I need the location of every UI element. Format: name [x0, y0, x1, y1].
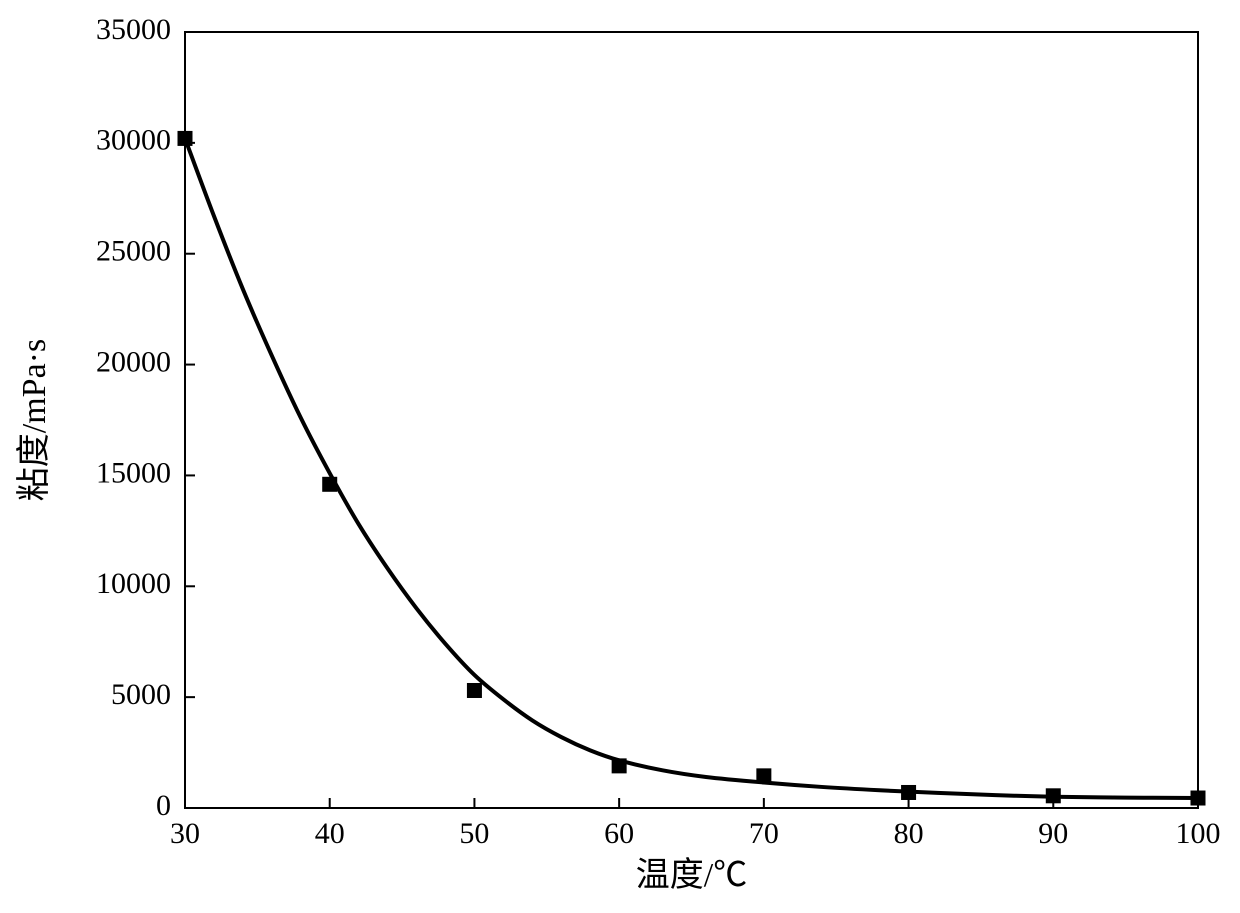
data-point [322, 477, 337, 492]
viscosity-chart: 30 40 50 60 70 80 90 100 0 5000 10000 15000 20000 250… [0, 0, 1240, 913]
data-point [467, 683, 482, 698]
y-tick-label: 15000 [96, 456, 171, 489]
x-tick-label: 30 [170, 817, 200, 850]
y-tick-label: 30000 [96, 124, 171, 157]
x-tick-label: 40 [315, 817, 345, 850]
fitted-curve [185, 138, 1198, 798]
x-tick-label: 90 [1038, 817, 1068, 850]
data-point [756, 768, 771, 783]
data-point [178, 131, 193, 146]
y-tick-label: 0 [156, 789, 171, 822]
plot-frame [185, 32, 1198, 808]
data-point [901, 785, 916, 800]
y-tick-label: 35000 [96, 13, 171, 46]
y-tick-label: 5000 [111, 678, 171, 711]
y-tick-label: 25000 [96, 235, 171, 268]
data-point [1191, 791, 1206, 806]
data-point [612, 758, 627, 773]
x-tick-label: 100 [1176, 817, 1221, 850]
y-tick-label: 20000 [96, 345, 171, 378]
x-tick-label: 60 [604, 817, 634, 850]
x-tick-label: 50 [459, 817, 489, 850]
x-tick-label: 80 [894, 817, 924, 850]
x-tick-label: 70 [749, 817, 779, 850]
y-tick-label: 10000 [96, 567, 171, 600]
data-point [1046, 788, 1061, 803]
y-axis-label: 粘度/mPa·s [15, 339, 53, 501]
x-axis-label: 温度/℃ [636, 856, 747, 894]
